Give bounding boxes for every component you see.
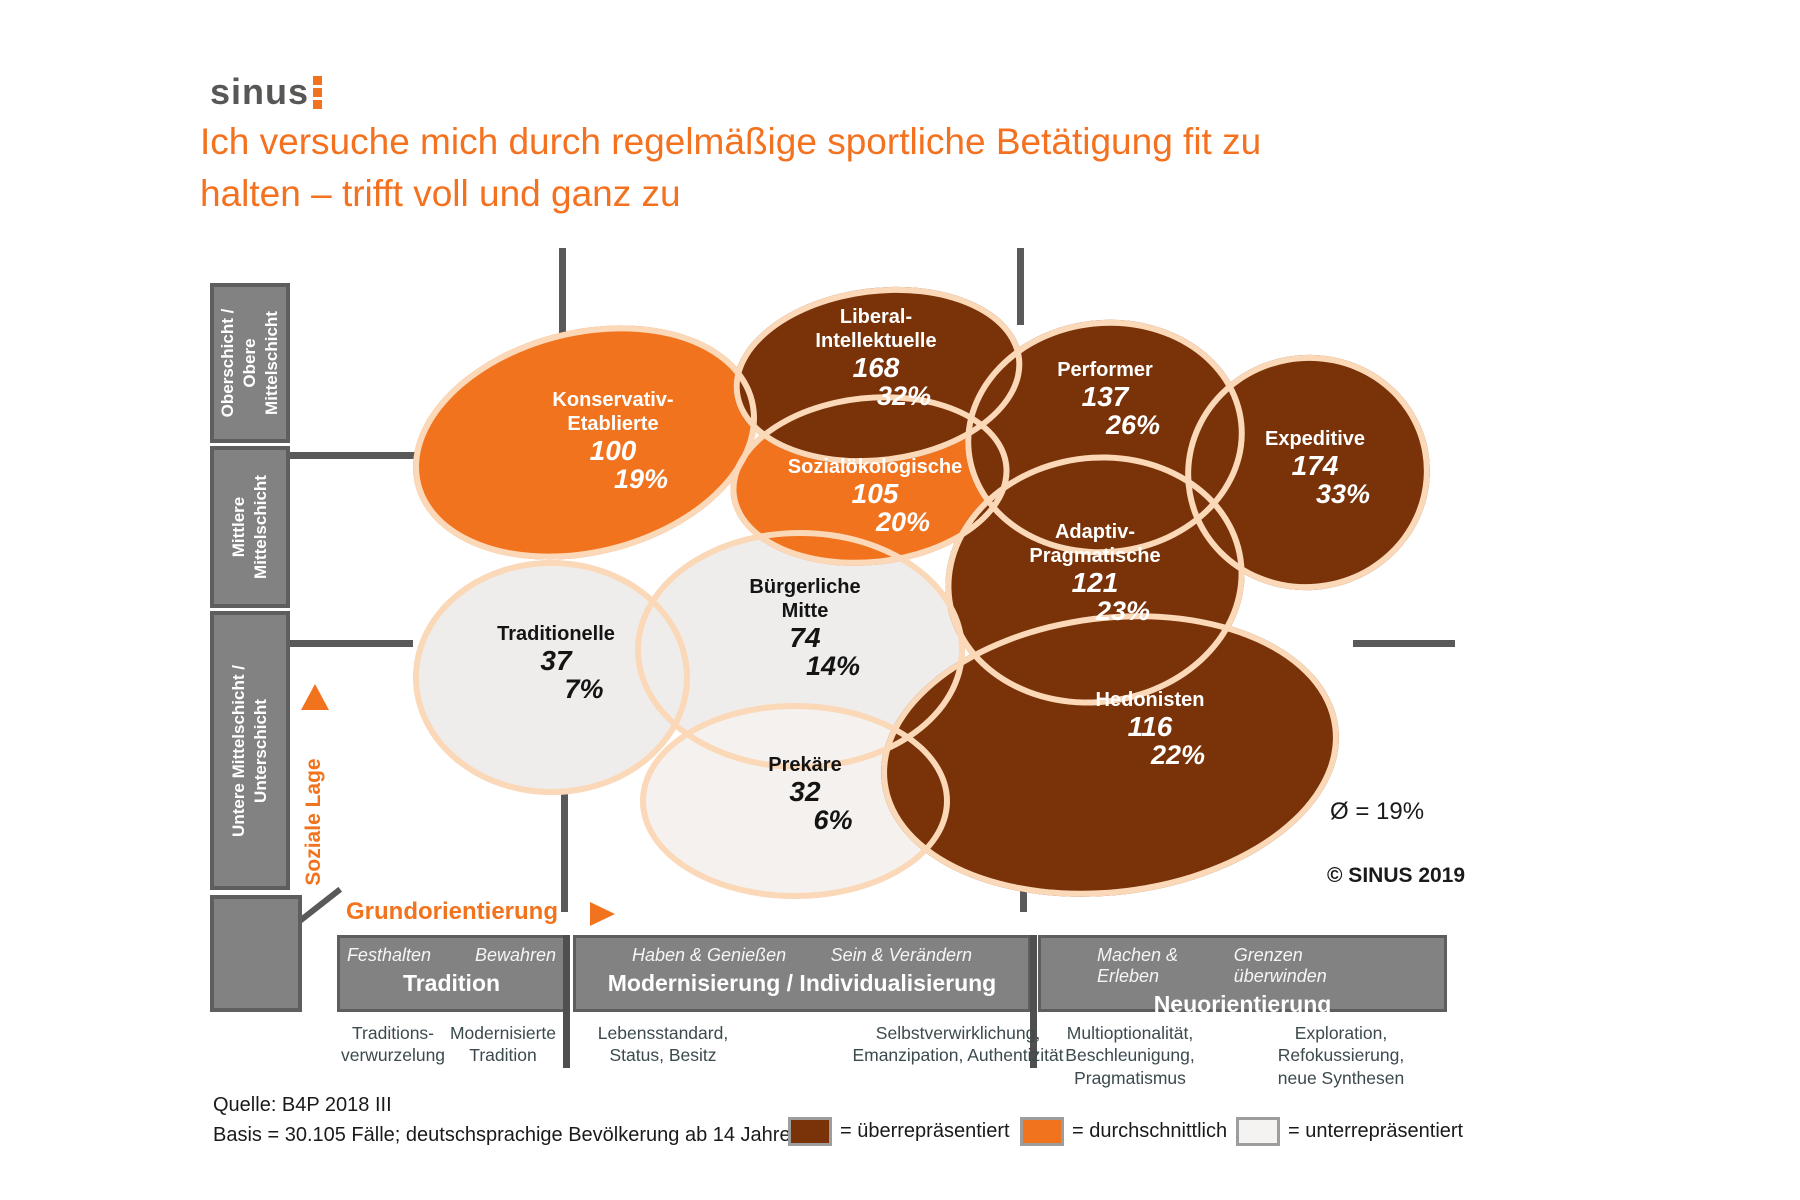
milieu-label-traditionelle: Traditionelle 37 7% xyxy=(497,622,615,704)
axis-corner-box xyxy=(210,895,302,1012)
x-axis-sub-label: Grenzen überwinden xyxy=(1233,945,1327,986)
x-axis-description: Modernisierte Tradition xyxy=(449,1023,557,1066)
x-axis-divider xyxy=(1030,935,1037,1068)
y-axis-band-oberschicht: Oberschicht / Obere Mittelschicht xyxy=(210,283,290,443)
y-axis-title: Soziale Lage xyxy=(302,758,325,886)
milieu-percent: 6% xyxy=(813,805,853,836)
milieu-index: 32 xyxy=(789,776,821,807)
milieu-name: Sozialökologische xyxy=(787,456,963,478)
sinus-logo-text: sinus xyxy=(210,71,310,112)
milieu-label-liberal-intellektuelle: Liberal- Intellektuelle 168 32% xyxy=(815,305,936,411)
x-axis-divider xyxy=(563,935,570,1068)
milieu-label-expeditive: Expeditive 174 33% xyxy=(1264,427,1370,509)
legend-label: = unterrepräsentiert xyxy=(1288,1120,1464,1142)
copyright: © SINUS 2019 xyxy=(1327,864,1466,887)
sinus-logo-colon-icon xyxy=(313,75,323,109)
milieu-index: 74 xyxy=(789,622,821,653)
grid-tick-bottom-left xyxy=(561,787,568,912)
milieu-name: Expeditive xyxy=(1264,428,1366,450)
milieu-label-prekaere: Prekäre 32 6% xyxy=(768,753,852,835)
grid-tick-top-right xyxy=(1017,248,1024,325)
milieu-percent: 22% xyxy=(1150,740,1206,771)
x-axis-section-tradition: Festhalten Bewahren Tradition xyxy=(337,935,566,1012)
milieu-name: Konservativ- Etablierte xyxy=(552,389,674,435)
milieu-label-buergerliche-mitte: Bürgerliche Mitte 74 14% xyxy=(749,575,860,681)
average-value: Ø = 19% xyxy=(1330,798,1425,825)
legend-swatch-average xyxy=(1020,1117,1064,1146)
legend-item-underrepresented: = unterrepräsentiert xyxy=(1236,1117,1463,1146)
x-axis-title: Grundorientierung xyxy=(346,898,558,925)
grundorientierung-arrow-right-icon xyxy=(590,902,615,926)
x-axis-sub-label: Machen & Erleben xyxy=(1097,945,1179,986)
x-axis-sub-label: Bewahren xyxy=(475,945,557,965)
x-axis-description: Multioptionalität, Beschleunigung, Pragm… xyxy=(1065,1023,1195,1088)
milieu-index: 105 xyxy=(851,478,899,509)
milieu-percent: 23% xyxy=(1095,596,1151,627)
legend-swatch-overrepresented xyxy=(788,1117,832,1146)
x-axis-main-label: Tradition xyxy=(402,970,501,996)
y-axis-band-mittlere-mittelschicht: Mittlere Mittelschicht xyxy=(210,446,290,608)
legend-label: = überrepräsentiert xyxy=(840,1120,1010,1142)
x-axis-section-modernisierung: Haben & Genießen Sein & Verändern Modern… xyxy=(573,935,1031,1012)
soziale-lage-arrow-up-icon xyxy=(301,684,329,710)
milieu-index: 121 xyxy=(1071,567,1119,598)
grid-tick-left-upper xyxy=(290,452,467,459)
milieu-name: Performer xyxy=(1057,359,1153,381)
legend-label: = durchschnittlich xyxy=(1072,1120,1228,1142)
x-axis-sub-label: Haben & Genießen xyxy=(632,945,787,965)
legend-item-overrepresented: = überrepräsentiert xyxy=(788,1117,1010,1146)
grid-tick-left-lower xyxy=(290,640,413,647)
x-axis-description: Lebensstandard, Status, Besitz xyxy=(597,1023,729,1066)
milieu-percent: 26% xyxy=(1105,410,1161,441)
x-axis-description: Traditions- verwurzelung xyxy=(340,1023,446,1066)
milieu-index: 174 xyxy=(1291,450,1339,481)
page-title: Ich versuche mich durch regelmäßige spor… xyxy=(200,121,1262,214)
milieu-name: Prekäre xyxy=(768,754,842,776)
x-axis-sub-label: Sein & Verändern xyxy=(830,945,972,965)
milieu-percent: 19% xyxy=(613,464,669,495)
milieu-label-konservativ-etablierte: Konservativ- Etablierte 100 19% xyxy=(552,388,673,494)
milieu-name: Bürgerliche Mitte xyxy=(749,576,861,622)
legend-item-average: = durchschnittlich xyxy=(1020,1117,1227,1146)
milieu-percent: 14% xyxy=(805,651,861,682)
milieu-name: Hedonisten xyxy=(1095,689,1205,711)
milieu-percent: 7% xyxy=(564,674,604,705)
source-note: Quelle: B4P 2018 III Basis = 30.105 Fäll… xyxy=(213,1094,791,1146)
x-axis-main-label: Modernisierung / Individualisierung xyxy=(607,970,997,996)
milieu-percent: 20% xyxy=(875,507,931,538)
y-axis-band-untere-mittelschicht: Untere Mittelschicht / Unterschicht xyxy=(210,611,290,890)
milieu-index: 116 xyxy=(1127,711,1173,742)
milieu-name: Liberal- Intellektuelle xyxy=(815,306,937,352)
milieu-label-sozialoekologische: Sozialökologische 105 20% xyxy=(788,455,962,537)
milieu-percent: 32% xyxy=(876,381,932,412)
y-axis-band-label: Mittlere Mittelschicht xyxy=(228,475,270,579)
y-axis-band-label: Untere Mittelschicht / Unterschicht xyxy=(228,664,270,837)
x-axis-sub-label: Festhalten xyxy=(346,945,431,965)
sinus-logo: sinus xyxy=(210,71,323,112)
milieu-index: 137 xyxy=(1081,381,1129,412)
x-axis-description: Selbstverwirklichung, Emanzipation, Auth… xyxy=(852,1023,1064,1066)
milieu-name: Adaptiv- Pragmatische xyxy=(1029,521,1161,567)
milieu-index: 100 xyxy=(589,435,637,466)
milieu-index: 37 xyxy=(540,645,572,676)
grid-tick-right xyxy=(1353,640,1455,647)
y-axis-band-label: Oberschicht / Obere Mittelschicht xyxy=(217,308,282,418)
milieu-percent: 33% xyxy=(1315,479,1371,510)
milieu-label-adaptiv-pragmatische: Adaptiv- Pragmatische 121 23% xyxy=(1029,520,1160,626)
grid-tick-top-left xyxy=(559,248,566,360)
x-axis-main-label: Neuorientierung xyxy=(1153,991,1332,1017)
x-axis-section-neuorientierung: Machen & Erleben Grenzen überwinden Neuo… xyxy=(1038,935,1447,1017)
ellipse-prekaere-outline xyxy=(640,703,950,899)
milieu-index: 168 xyxy=(852,352,900,383)
milieu-label-performer: Performer 137 26% xyxy=(1057,358,1160,440)
x-axis-description: Exploration, Refokussierung, neue Synthe… xyxy=(1277,1023,1405,1088)
milieu-label-hedonisten: Hedonisten 116 22% xyxy=(1096,688,1205,770)
milieu-name: Traditionelle xyxy=(497,623,615,645)
legend-swatch-underrepresented xyxy=(1236,1117,1280,1146)
